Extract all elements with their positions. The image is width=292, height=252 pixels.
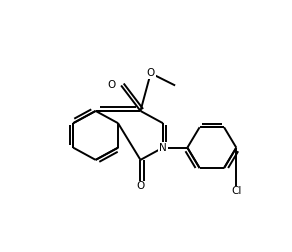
Text: O: O: [136, 181, 145, 191]
Text: Cl: Cl: [231, 186, 241, 197]
Text: O: O: [108, 80, 116, 90]
Text: N: N: [159, 143, 167, 153]
Text: O: O: [147, 68, 155, 78]
